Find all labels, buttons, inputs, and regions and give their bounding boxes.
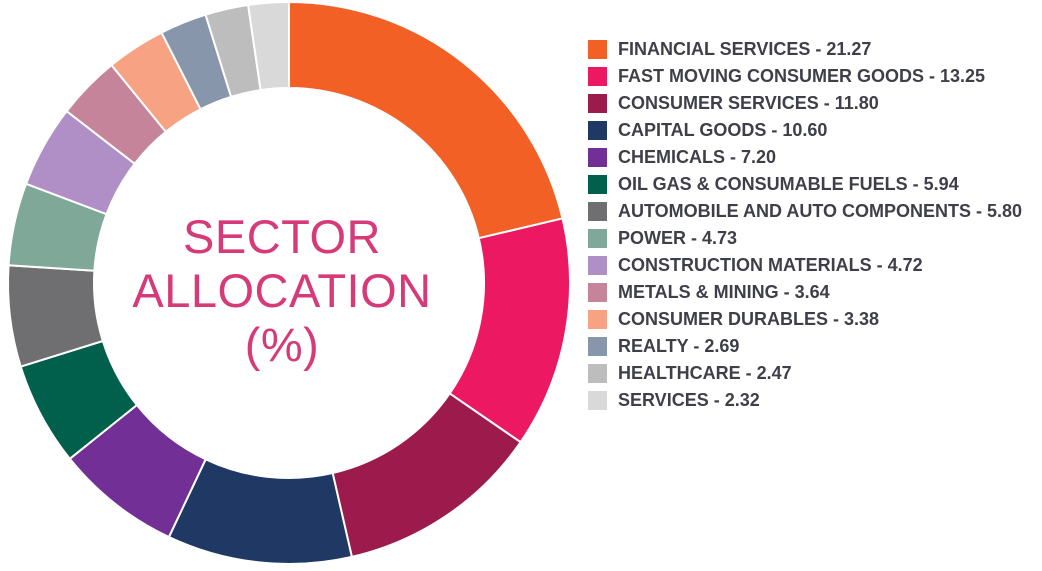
legend-item-4: CAPITAL GOODS - 10.60 [588,117,1038,144]
legend-item-8: POWER - 4.73 [588,225,1038,252]
legend-swatch-7 [588,202,607,221]
legend-item-11: CONSUMER DURABLES - 3.38 [588,306,1038,333]
chart-title: SECTOR ALLOCATION (%) [132,210,432,372]
chart-legend: FINANCIAL SERVICES - 21.27 FAST MOVING CO… [588,36,1038,414]
legend-swatch-2 [588,67,607,86]
legend-label-7: AUTOMOBILE AND AUTO COMPONENTS - 5.80 [618,201,1023,221]
legend-label-4: CAPITAL GOODS - 10.60 [618,120,828,140]
legend-label-2: FAST MOVING CONSUMER GOODS - 13.25 [618,66,986,86]
legend-item-3: CONSUMER SERVICES - 11.80 [588,90,1038,117]
legend-label-6: OIL GAS & CONSUMABLE FUELS - 5.94 [618,174,959,194]
legend-label-3: CONSUMER SERVICES - 11.80 [618,93,879,113]
legend-item-1: FINANCIAL SERVICES - 21.27 [588,36,1038,63]
legend-swatch-1 [588,40,607,59]
legend-label-12: REALTY - 2.69 [618,336,740,356]
legend-swatch-10 [588,283,607,302]
legend-item-14: SERVICES - 2.32 [588,387,1038,414]
legend-label-14: SERVICES - 2.32 [618,390,760,410]
legend-swatch-3 [588,94,607,113]
legend-item-9: CONSTRUCTION MATERIALS - 4.72 [588,252,1038,279]
legend-swatch-8 [588,229,607,248]
donut-slice-14 [246,0,290,92]
legend-swatch-14 [588,391,607,410]
legend-item-12: REALTY - 2.69 [588,333,1038,360]
chart-title-line-1: SECTOR [183,210,381,263]
legend-label-8: POWER - 4.73 [618,228,738,248]
legend-item-5: CHEMICALS - 7.20 [588,144,1038,171]
chart-title-line-2: ALLOCATION [132,264,432,317]
legend-swatch-11 [588,310,607,329]
legend-item-2: FAST MOVING CONSUMER GOODS - 13.25 [588,63,1038,90]
legend-swatch-6 [588,175,607,194]
sector-allocation-donut-chart [7,0,571,565]
legend-item-13: HEALTHCARE - 2.47 [588,360,1038,387]
legend-swatch-9 [588,256,607,275]
legend-swatch-12 [588,337,607,356]
legend-item-7: AUTOMOBILE AND AUTO COMPONENTS - 5.80 [588,198,1038,225]
legend-item-10: METALS & MINING - 3.64 [588,279,1038,306]
legend-label-1: FINANCIAL SERVICES - 21.27 [618,39,872,59]
legend-swatch-4 [588,121,607,140]
donut-slice-1 [288,0,564,240]
chart-title-line-3: (%) [244,318,320,371]
legend-label-5: CHEMICALS - 7.20 [618,147,777,167]
legend-label-11: CONSUMER DURABLES - 3.38 [618,309,880,329]
legend-label-13: HEALTHCARE - 2.47 [618,363,792,383]
legend-swatch-13 [588,364,607,383]
legend-label-9: CONSTRUCTION MATERIALS - 4.72 [618,255,923,275]
legend-item-6: OIL GAS & CONSUMABLE FUELS - 5.94 [588,171,1038,198]
legend-swatch-5 [588,148,607,167]
legend-label-10: METALS & MINING - 3.64 [618,282,830,302]
